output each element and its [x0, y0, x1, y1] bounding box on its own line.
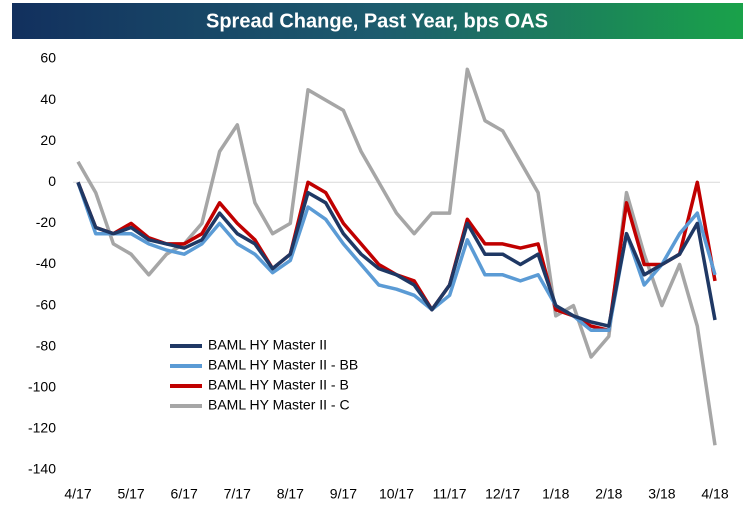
- series-line: [76, 181, 717, 328]
- x-tick-label: 2/18: [595, 486, 622, 502]
- x-tick-label: 5/17: [117, 486, 144, 502]
- legend-label: BAML HY Master II: [208, 337, 327, 353]
- legend-label: BAML HY Master II - BB: [208, 357, 358, 373]
- x-tick-label: 11/17: [433, 486, 467, 502]
- x-tick-label: 10/17: [379, 486, 414, 502]
- legend-label: BAML HY Master II - C: [208, 397, 350, 413]
- x-tick-label: 12/17: [485, 486, 520, 502]
- y-tick-label: 60: [40, 50, 56, 66]
- x-tick-label: 9/17: [330, 486, 357, 502]
- series-line: [76, 180, 717, 333]
- y-tick-label: -60: [36, 296, 56, 312]
- y-tick-label: -120: [28, 420, 56, 436]
- y-tick-label: -140: [28, 461, 56, 477]
- series-line: [76, 181, 717, 333]
- y-tick-label: -20: [36, 214, 56, 230]
- y-tick-label: 20: [40, 132, 56, 148]
- x-tick-label: 7/17: [224, 486, 251, 502]
- x-tick-label: 3/18: [648, 486, 675, 502]
- x-tick-label: 1/18: [542, 486, 569, 502]
- x-tick-label: 4/18: [701, 486, 728, 502]
- chart-title: Spread Change, Past Year, bps OAS: [206, 10, 548, 32]
- x-tick-label: 6/17: [171, 486, 198, 502]
- y-tick-label: 0: [48, 173, 56, 189]
- legend-label: BAML HY Master II - B: [208, 377, 349, 393]
- y-tick-label: -40: [36, 255, 56, 271]
- y-tick-label: -100: [28, 379, 56, 395]
- y-tick-label: -80: [36, 337, 56, 353]
- y-tick-label: 40: [40, 91, 56, 107]
- x-tick-label: 4/17: [64, 486, 91, 502]
- x-tick-label: 8/17: [277, 486, 304, 502]
- title-banner: [12, 3, 743, 39]
